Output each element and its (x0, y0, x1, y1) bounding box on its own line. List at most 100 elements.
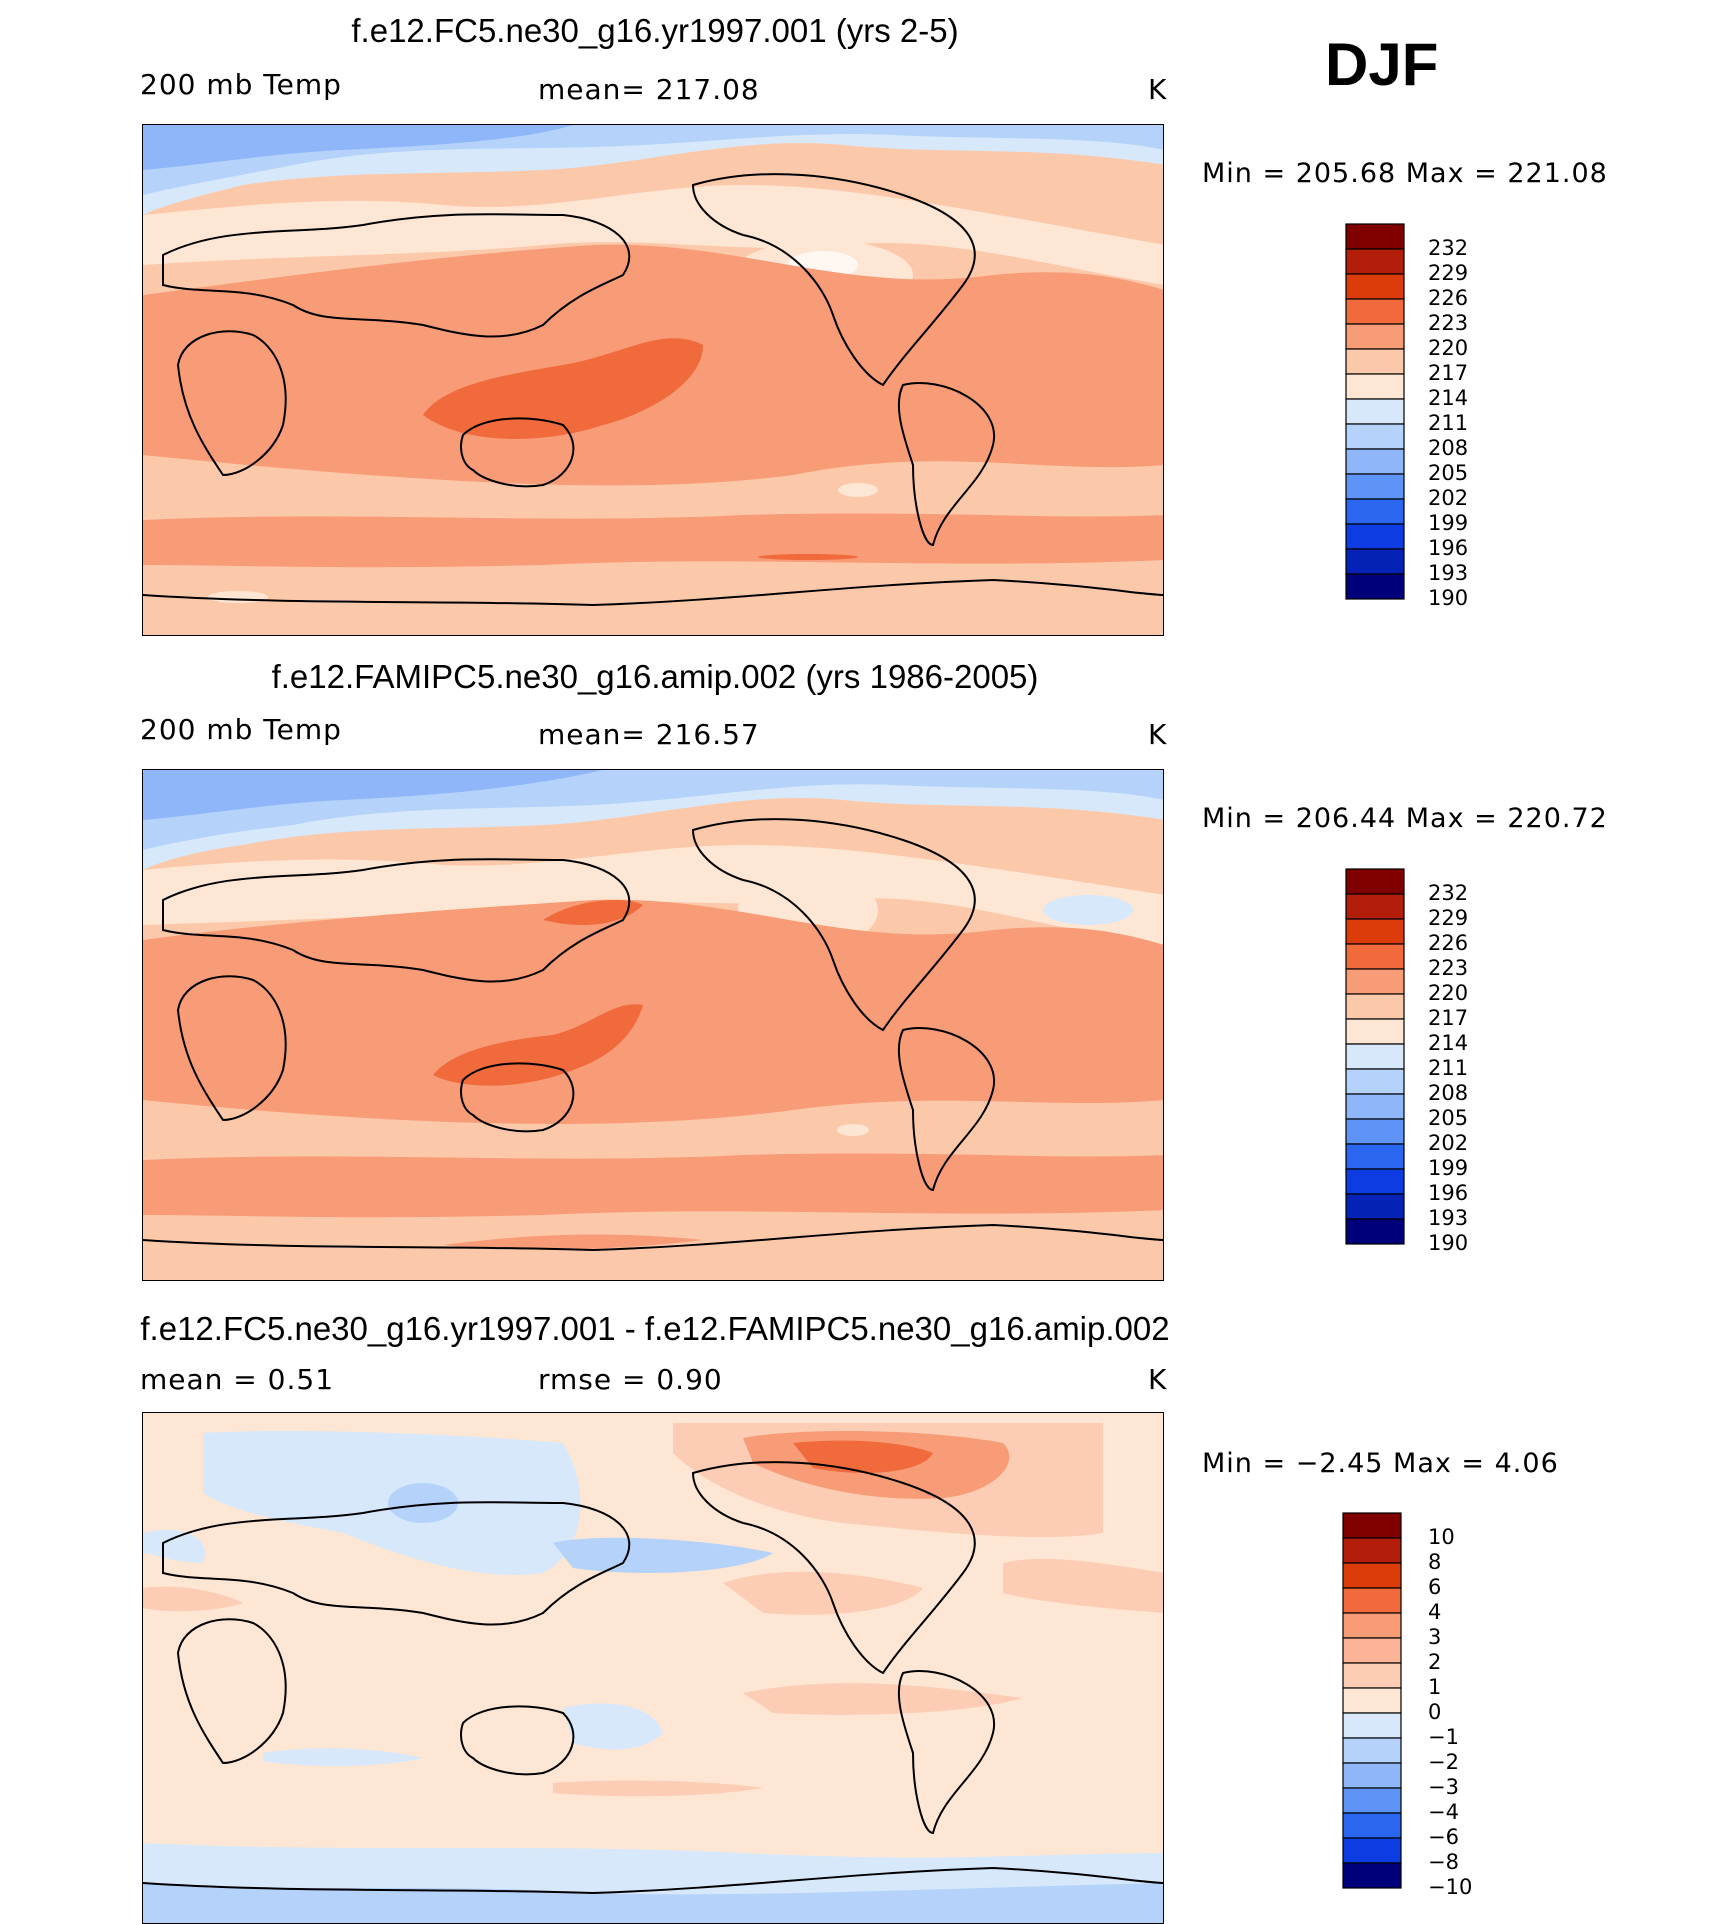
colorbar-swatch (1345, 1068, 1405, 1095)
colorbar-tick-label: 217 (1428, 1006, 1469, 1030)
colorbar-swatch (1342, 1512, 1402, 1539)
colorbar-tick-label: 3 (1428, 1625, 1442, 1649)
panel2-colorbar (1345, 868, 1405, 1278)
colorbar-swatch (1345, 1143, 1405, 1170)
colorbar-swatch (1345, 248, 1405, 275)
colorbar-tick-label: 214 (1428, 386, 1469, 410)
colorbar-tick-label: 226 (1428, 931, 1469, 955)
colorbar-swatch (1345, 448, 1405, 475)
panel3-colorbar-swatches (1342, 1512, 1402, 1889)
panel1-colorbar-swatches (1345, 223, 1405, 600)
colorbar-tick-label: −6 (1428, 1825, 1459, 1849)
panel3-contour-field (143, 1413, 1163, 1923)
colorbar-tick-label: 196 (1428, 1181, 1469, 1205)
colorbar-tick-label: 190 (1428, 1231, 1469, 1255)
colorbar-tick-label: 4 (1428, 1600, 1442, 1624)
colorbar-swatch (1342, 1687, 1402, 1714)
colorbar-tick-label: 205 (1428, 1106, 1469, 1130)
panel2-map (142, 769, 1164, 1281)
colorbar-swatch (1345, 573, 1405, 600)
colorbar-tick-label: 190 (1428, 586, 1469, 610)
panel1-units-label: K (1148, 73, 1168, 106)
colorbar-tick-label: 1 (1428, 1675, 1442, 1699)
colorbar-tick-label: −4 (1428, 1800, 1459, 1824)
colorbar-tick-label: 232 (1428, 236, 1469, 260)
panel3-rmse-label: rmse = 0.90 (538, 1363, 723, 1396)
colorbar-swatch (1345, 348, 1405, 375)
colorbar-swatch (1342, 1862, 1402, 1889)
season-label: DJF (1325, 31, 1439, 98)
colorbar-swatch (1342, 1837, 1402, 1864)
colorbar-tick-label: 220 (1428, 981, 1469, 1005)
colorbar-tick-label: 217 (1428, 361, 1469, 385)
panel2-contour-field (143, 770, 1163, 1280)
panel2-mean-label: mean= 216.57 (538, 718, 760, 751)
colorbar-swatch (1345, 323, 1405, 350)
colorbar-swatch (1345, 423, 1405, 450)
colorbar-swatch (1345, 1218, 1405, 1245)
panel1-map (142, 124, 1164, 636)
panel1-title: f.e12.FC5.ne30_g16.yr1997.001 (yrs 2-5) (351, 12, 959, 49)
colorbar-swatch (1342, 1562, 1402, 1589)
colorbar-tick-label: 10 (1428, 1525, 1455, 1549)
colorbar-swatch (1342, 1537, 1402, 1564)
panel1-minmax: Min = 205.68 Max = 221.08 (1202, 158, 1608, 189)
colorbar-tick-label: 220 (1428, 336, 1469, 360)
panel1-variable-label: 200 mb Temp (140, 68, 342, 101)
colorbar-swatch (1345, 1168, 1405, 1195)
colorbar-swatch (1345, 1018, 1405, 1045)
panel1-contour-field (143, 125, 1163, 635)
colorbar-tick-label: 205 (1428, 461, 1469, 485)
panel2-units-label: K (1148, 718, 1168, 751)
panel3-map (142, 1412, 1164, 1924)
colorbar-tick-label: 193 (1428, 561, 1469, 585)
colorbar-tick-label: 211 (1428, 1056, 1469, 1080)
colorbar-tick-label: 2 (1428, 1650, 1442, 1674)
colorbar-swatch (1345, 298, 1405, 325)
colorbar-tick-label: 193 (1428, 1206, 1469, 1230)
panel3-units-label: K (1148, 1363, 1168, 1396)
panel2-title: f.e12.FAMIPC5.ne30_g16.amip.002 (yrs 198… (271, 658, 1039, 695)
colorbar-swatch (1345, 1193, 1405, 1220)
colorbar-tick-label: 199 (1428, 1156, 1469, 1180)
panel3-minmax: Min = −2.45 Max = 4.06 (1202, 1448, 1559, 1479)
colorbar-tick-label: 232 (1428, 881, 1469, 905)
panel2-minmax: Min = 206.44 Max = 220.72 (1202, 803, 1608, 834)
colorbar-tick-label: −8 (1428, 1850, 1459, 1874)
panel3-title: f.e12.FC5.ne30_g16.yr1997.001 - f.e12.FA… (140, 1310, 1170, 1347)
colorbar-tick-label: 214 (1428, 1031, 1469, 1055)
colorbar-tick-label: 229 (1428, 906, 1469, 930)
colorbar-tick-label: 208 (1428, 436, 1469, 460)
panel1-colorbar (1345, 223, 1405, 633)
panel2-variable-label: 200 mb Temp (140, 713, 342, 746)
colorbar-tick-label: 226 (1428, 286, 1469, 310)
colorbar-swatch (1345, 868, 1405, 895)
colorbar-swatch (1345, 223, 1405, 250)
colorbar-tick-label: 199 (1428, 511, 1469, 535)
colorbar-swatch (1345, 893, 1405, 920)
panel3-colorbar (1342, 1512, 1402, 1922)
colorbar-swatch (1342, 1762, 1402, 1789)
colorbar-swatch (1345, 398, 1405, 425)
panel3-mean-label: mean = 0.51 (140, 1363, 335, 1396)
panel2-colorbar-swatches (1345, 868, 1405, 1245)
colorbar-tick-label: 223 (1428, 956, 1469, 980)
colorbar-swatch (1342, 1637, 1402, 1664)
colorbar-swatch (1345, 523, 1405, 550)
colorbar-swatch (1345, 473, 1405, 500)
colorbar-tick-label: −1 (1428, 1725, 1459, 1749)
colorbar-tick-label: 196 (1428, 536, 1469, 560)
colorbar-tick-label: 6 (1428, 1575, 1442, 1599)
colorbar-tick-label: 8 (1428, 1550, 1442, 1574)
colorbar-tick-label: 202 (1428, 1131, 1469, 1155)
colorbar-tick-label: 229 (1428, 261, 1469, 285)
colorbar-swatch (1345, 1043, 1405, 1070)
colorbar-swatch (1345, 993, 1405, 1020)
colorbar-swatch (1345, 548, 1405, 575)
colorbar-tick-label: −3 (1428, 1775, 1459, 1799)
colorbar-tick-label: −2 (1428, 1750, 1459, 1774)
colorbar-swatch (1345, 1093, 1405, 1120)
colorbar-swatch (1342, 1712, 1402, 1739)
colorbar-swatch (1345, 968, 1405, 995)
colorbar-tick-label: 211 (1428, 411, 1469, 435)
